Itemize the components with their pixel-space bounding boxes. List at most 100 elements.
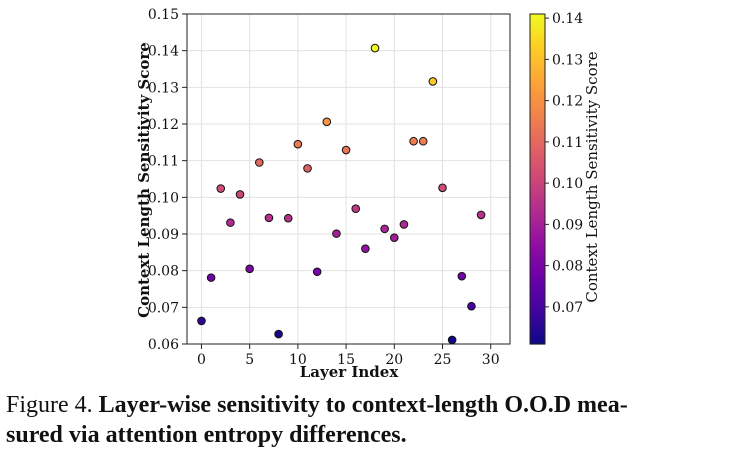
scatter-point [370, 43, 380, 53]
colorbar-segment [530, 209, 545, 213]
colorbar-segment [530, 55, 545, 59]
colorbar-segment [530, 146, 545, 150]
colorbar-segment [530, 223, 545, 227]
scatter-point [293, 139, 303, 149]
colorbar-segment [530, 247, 545, 252]
colorbar-segment [530, 176, 545, 180]
colorbar-tick-label: 0.12 [552, 94, 583, 110]
colorbar-segment [530, 278, 545, 282]
x-axis-label: Layer Index [300, 363, 400, 381]
colorbar-segment [530, 58, 545, 62]
colorbar-segment [530, 291, 545, 296]
scatter-point [332, 229, 341, 238]
colorbar-segment [530, 27, 545, 32]
scatter-point [447, 335, 457, 345]
scatter-point [197, 316, 206, 326]
scatter-point [457, 271, 467, 281]
colorbar-segment [530, 201, 545, 205]
colorbar-segment [530, 305, 545, 309]
colorbar-segment [530, 192, 545, 197]
colorbar-segment [530, 308, 545, 312]
colorbar-segment [530, 135, 545, 139]
colorbar-segment [530, 311, 545, 315]
colorbar-segment [530, 71, 545, 76]
colorbar-frame [529, 13, 546, 345]
colorbar-segment [530, 297, 545, 301]
colorbar-segment [530, 245, 545, 249]
colorbar-segment [530, 294, 545, 298]
colorbar-segment [530, 341, 545, 345]
colorbar-segment [530, 113, 545, 117]
colorbar-segment [530, 256, 545, 260]
colorbar-segment [530, 316, 545, 320]
scatter-point [312, 267, 322, 277]
colorbar-segment [530, 236, 545, 241]
axes: 0 5 10 15 20 25 30 0.06 0.07 0.08 0.09 0.10 0.11 0.12… [148, 7, 511, 368]
colorbar-tick-label: 0.11 [552, 135, 583, 151]
figure-caption: Figure 4. Layer-wise sensitivity to cont… [6, 390, 734, 450]
colorbar-segment [530, 99, 545, 103]
colorbar-segment [530, 261, 545, 265]
colorbar-segment [530, 137, 545, 142]
colorbar-segment [530, 88, 545, 92]
colorbar-segment [530, 313, 545, 318]
y-tick-label: 0.13 [148, 80, 179, 96]
scatter-point [245, 264, 254, 274]
colorbar-segment [530, 184, 545, 188]
x-tick-label: 25 [434, 352, 452, 368]
colorbar-segment [530, 124, 545, 128]
colorbar-segment [530, 143, 545, 147]
colorbar-segment [530, 102, 545, 106]
y-axis-label: Context Length Sensitivity Score [135, 42, 153, 318]
colorbar-segment [530, 324, 545, 329]
colorbar-segment [530, 272, 545, 276]
colorbar-label: Context Length Sensitivity Score [583, 51, 601, 302]
scatter-point [389, 233, 399, 242]
caption-prefix: Figure 4. [6, 392, 93, 418]
colorbar-tick-label: 0.13 [552, 52, 583, 68]
y-tick-label: 0.12 [148, 117, 179, 133]
scatter-point [467, 301, 476, 311]
colorbar-segment [530, 36, 545, 40]
scatter-point [264, 213, 274, 223]
colorbar-segment [530, 60, 545, 65]
colorbar-segment [530, 333, 545, 337]
colorbar-segment [530, 338, 545, 342]
colorbar-segment [530, 47, 545, 51]
y-tick-label: 0.06 [148, 337, 179, 353]
x-tick-label: 15 [337, 352, 355, 368]
colorbar-segment [530, 214, 545, 219]
colorbar: 0.07 0.08 0.09 0.10 0.11 0.12 0.13 0.14 [529, 11, 583, 345]
x-tick-label: 10 [289, 352, 307, 368]
grid [187, 13, 510, 345]
colorbar-segment [530, 104, 545, 109]
colorbar-segment [530, 225, 545, 230]
scatter-point [351, 204, 361, 213]
y-tick-label: 0.14 [148, 44, 179, 60]
colorbar-segment [530, 187, 545, 191]
scatter-point [418, 136, 428, 146]
colorbar-segment [530, 258, 545, 263]
colorbar-segment [530, 82, 545, 87]
colorbar-segment [530, 118, 545, 122]
caption-title-line2: sured via attention entropy differences. [6, 422, 407, 448]
scatter-point [303, 164, 312, 173]
colorbar-segment [530, 239, 545, 243]
colorbar-segment [530, 63, 545, 67]
colorbar-segment [530, 264, 545, 268]
colorbar-segment [530, 30, 545, 34]
colorbar-segment [530, 253, 545, 257]
colorbar-segment [530, 275, 545, 279]
scatter-point [380, 224, 389, 234]
x-tick-label: 30 [482, 352, 500, 368]
colorbar-segment [530, 159, 545, 164]
colorbar-segment [530, 170, 545, 175]
scatter-point [255, 158, 264, 167]
colorbar-segment [530, 16, 545, 21]
colorbar-segment [530, 52, 545, 56]
colorbar-segment [530, 165, 545, 169]
colorbar-segment [530, 217, 545, 221]
colorbar-segment [530, 267, 545, 271]
colorbar-tick-label: 0.08 [552, 259, 583, 275]
colorbar-segment [530, 93, 545, 98]
